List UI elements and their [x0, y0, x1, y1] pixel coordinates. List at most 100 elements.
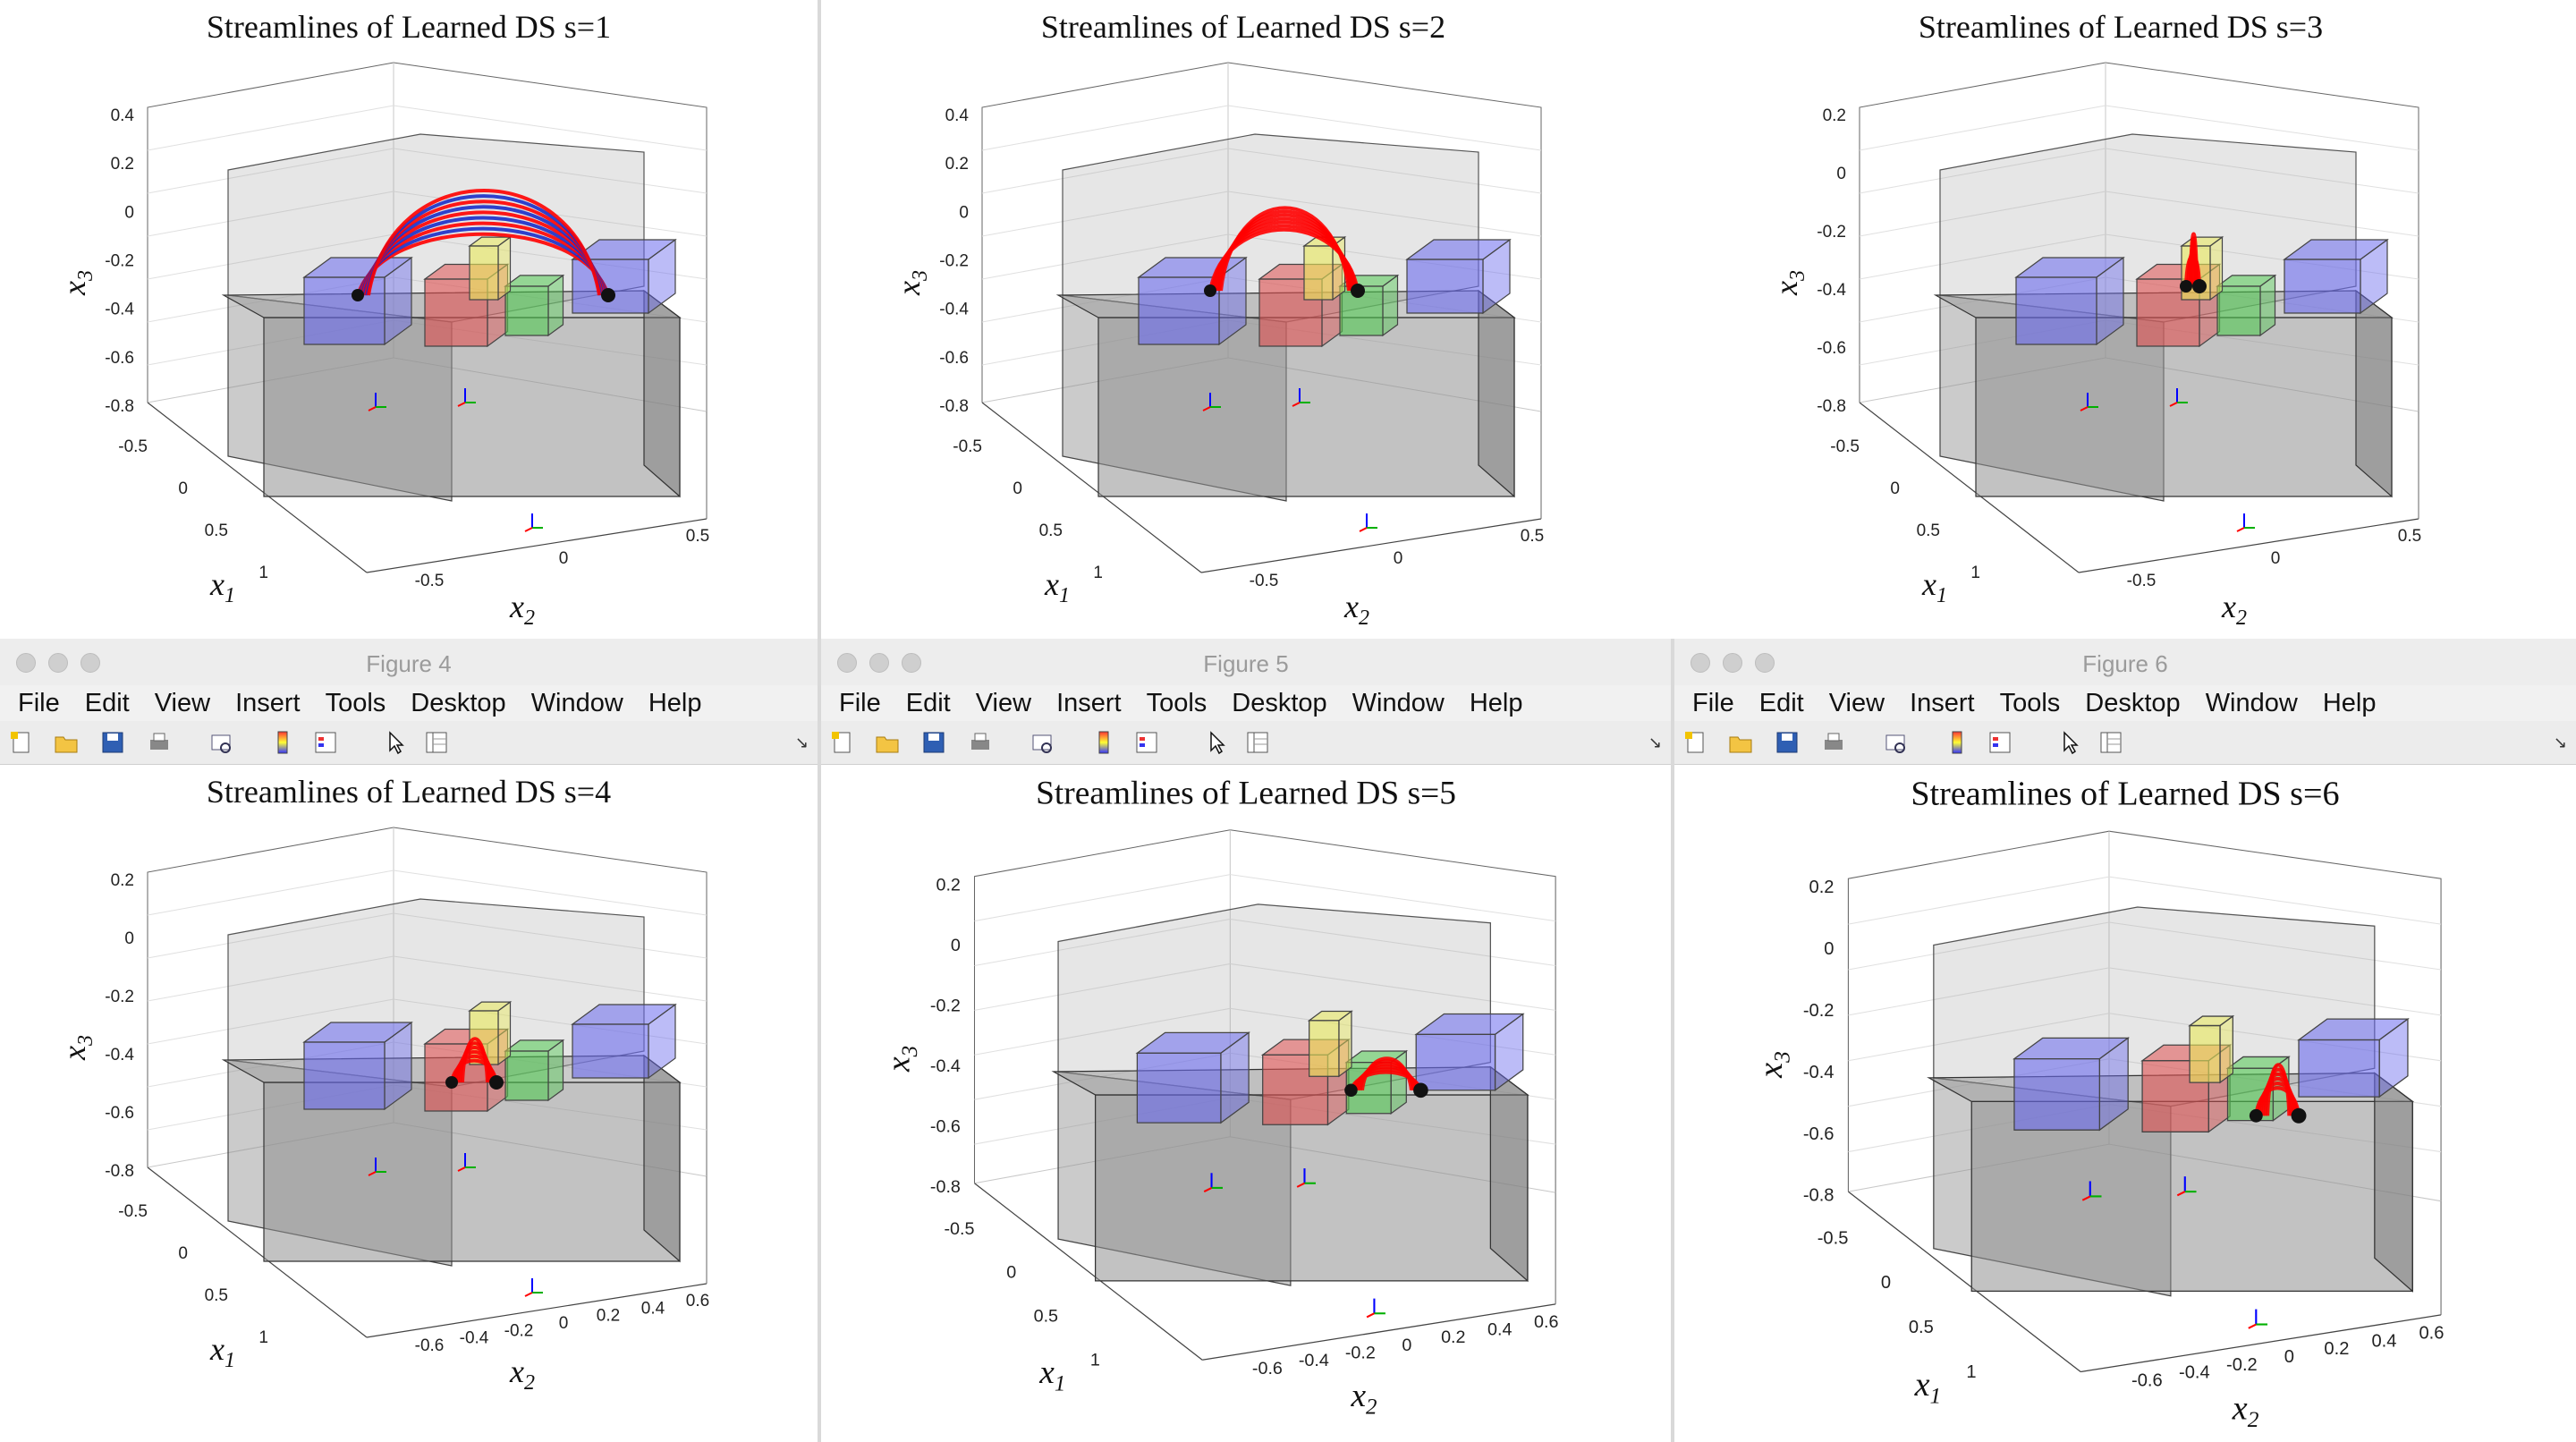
figure-window-5[interactable]: Figure 5 File Edit View Insert Tools Desktop Wi…	[821, 639, 1671, 1442]
x2-tick-label: -0.5	[2127, 572, 2157, 590]
zoom-window-button[interactable]	[80, 653, 100, 673]
save-icon[interactable]	[100, 730, 125, 755]
menu-file[interactable]: File	[18, 689, 60, 717]
menu-window[interactable]: Window	[1352, 689, 1445, 717]
close-window-button[interactable]	[16, 653, 36, 673]
menu-view[interactable]: View	[1828, 689, 1885, 717]
x1-tick-label: 0.5	[205, 1286, 228, 1305]
x3-tick-label: 0.2	[1823, 106, 1846, 125]
menu-file[interactable]: File	[1692, 689, 1734, 717]
x2-tick-label: -0.4	[2179, 1363, 2210, 1383]
colorbar-icon[interactable]	[1091, 730, 1116, 755]
minimize-window-button[interactable]	[869, 653, 889, 673]
menu-window[interactable]: Window	[2205, 689, 2298, 717]
edit-plot-icon[interactable]	[383, 730, 408, 755]
edit-plot-icon[interactable]	[2057, 730, 2082, 755]
menu-window[interactable]: Window	[530, 689, 623, 717]
save-icon[interactable]	[1775, 730, 1800, 755]
dock-figure-icon[interactable]: ↘	[794, 734, 809, 751]
x3-tick-label: -0.6	[1817, 339, 1846, 358]
new-figure-icon[interactable]	[830, 730, 855, 755]
window-titlebar[interactable]: Figure 6	[1674, 639, 2576, 686]
plot-area[interactable]: Streamlines of Learned DS s=3 0.2 0 -0.2 -0.…	[1665, 0, 2576, 639]
menu-desktop[interactable]: Desktop	[411, 689, 506, 717]
new-figure-icon[interactable]	[1683, 730, 1708, 755]
minimize-window-button[interactable]	[48, 653, 68, 673]
x3-tick-labels: 0.2 0 -0.2 -0.4 -0.6 -0.8	[105, 871, 134, 1181]
dock-figure-icon[interactable]: ↘	[2553, 734, 2567, 751]
close-window-button[interactable]	[1690, 653, 1710, 673]
plot-area[interactable]: Streamlines of Learned DS s=1 0.4 0.2 0 -0.2…	[0, 0, 818, 639]
edit-plot-icon[interactable]	[1204, 730, 1229, 755]
menu-bar: File Edit View Insert Tools Desktop Window Help	[0, 685, 818, 721]
window-titlebar[interactable]: Figure 4	[0, 639, 818, 686]
legend-icon[interactable]	[1134, 730, 1159, 755]
close-window-button[interactable]	[837, 653, 857, 673]
new-figure-icon[interactable]	[9, 730, 34, 755]
minimize-window-button[interactable]	[1723, 653, 1742, 673]
menu-edit[interactable]: Edit	[1758, 689, 1804, 717]
print-icon[interactable]	[968, 730, 993, 755]
menu-insert[interactable]: Insert	[1910, 689, 1975, 717]
open-file-icon[interactable]	[1728, 730, 1753, 755]
plot-area[interactable]: Streamlines of Learned DS s=2 0.4 0.2 0 -0.2…	[821, 0, 1665, 639]
menu-desktop[interactable]: Desktop	[1232, 689, 1327, 717]
axis-label-x1: x1	[1044, 566, 1070, 607]
open-file-icon[interactable]	[54, 730, 79, 755]
menu-help[interactable]: Help	[1469, 689, 1523, 717]
figure-window-2[interactable]: Streamlines of Learned DS s=2 0.4 0.2 0 -0.2…	[821, 0, 1665, 639]
plot-title: Streamlines of Learned DS s=3	[1919, 9, 2323, 45]
menu-desktop[interactable]: Desktop	[2085, 689, 2181, 717]
link-plot-icon[interactable]	[1884, 730, 1909, 755]
figure-window-3[interactable]: Streamlines of Learned DS s=3 0.2 0 -0.2 -0.…	[1665, 0, 2576, 639]
plot-area[interactable]: Streamlines of Learned DS s=5 0.2 0 -0.2 -0.…	[821, 765, 1671, 1442]
menu-help[interactable]: Help	[2322, 689, 2377, 717]
x1-tick-label: 0.5	[205, 522, 228, 540]
property-inspector-icon[interactable]	[1245, 730, 1270, 755]
x2-tick-label: -0.6	[415, 1336, 445, 1355]
window-titlebar[interactable]: Figure 5	[821, 639, 1671, 686]
menu-file[interactable]: File	[839, 689, 881, 717]
figure-window-1[interactable]: Streamlines of Learned DS s=1 0.4 0.2 0 -0.2…	[0, 0, 818, 639]
zoom-window-button[interactable]	[902, 653, 921, 673]
menu-view[interactable]: View	[154, 689, 211, 717]
colorbar-icon[interactable]	[1945, 730, 1970, 755]
menu-tools[interactable]: Tools	[1999, 689, 2061, 717]
menu-help[interactable]: Help	[648, 689, 702, 717]
menu-insert[interactable]: Insert	[1056, 689, 1122, 717]
dock-figure-icon[interactable]: ↘	[1648, 734, 1662, 751]
x2-tick-label: -0.6	[2131, 1370, 2163, 1390]
print-icon[interactable]	[147, 730, 172, 755]
save-icon[interactable]	[921, 730, 946, 755]
print-icon[interactable]	[1821, 730, 1846, 755]
x3-tick-label: 0	[1824, 939, 1834, 959]
object-boxes	[2012, 1014, 2410, 1133]
link-plot-icon[interactable]	[1030, 730, 1055, 755]
x2-tick-label: 0.2	[1441, 1327, 1465, 1347]
legend-icon[interactable]	[313, 730, 338, 755]
axis-label-x1: x1	[1038, 1354, 1065, 1395]
colorbar-icon[interactable]	[270, 730, 295, 755]
x2-tick-label: -0.6	[1252, 1359, 1283, 1378]
menu-edit[interactable]: Edit	[905, 689, 951, 717]
figure-window-4[interactable]: Figure 4 File Edit View Insert Tools Desktop Wi…	[0, 639, 818, 1442]
zoom-window-button[interactable]	[1755, 653, 1775, 673]
menu-tools[interactable]: Tools	[325, 689, 386, 717]
plot-area[interactable]: Streamlines of Learned DS s=6 0.2 0 -0.2 -0.…	[1674, 765, 2576, 1442]
x2-tick-label: 0.5	[686, 527, 709, 546]
figure-window-6[interactable]: Figure 6 File Edit View Insert Tools Desktop Wi…	[1674, 639, 2576, 1442]
x3-tick-labels: 0.2 0 -0.2 -0.4 -0.6 -0.8	[1817, 106, 1846, 416]
menu-tools[interactable]: Tools	[1146, 689, 1208, 717]
plot-area[interactable]: Streamlines of Learned DS s=4 0.2 0 -0.2 -0.…	[0, 765, 818, 1442]
menu-view[interactable]: View	[975, 689, 1032, 717]
link-plot-icon[interactable]	[209, 730, 234, 755]
x2-tick-label: 0.4	[641, 1299, 665, 1318]
menu-insert[interactable]: Insert	[235, 689, 301, 717]
menu-edit[interactable]: Edit	[84, 689, 130, 717]
axis-label-x3: x3	[881, 1046, 922, 1073]
x2-tick-label: 0.5	[2398, 527, 2421, 546]
property-inspector-icon[interactable]	[424, 730, 449, 755]
property-inspector-icon[interactable]	[2098, 730, 2123, 755]
open-file-icon[interactable]	[875, 730, 900, 755]
legend-icon[interactable]	[1987, 730, 2012, 755]
